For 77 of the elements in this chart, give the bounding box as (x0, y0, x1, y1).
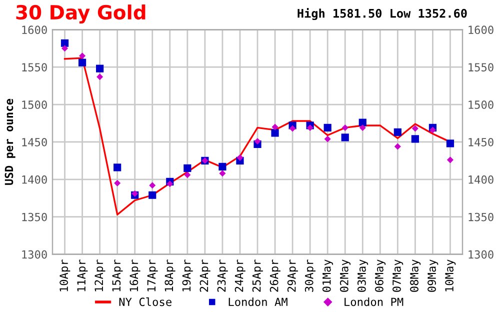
x-tick-label: 18Apr (164, 260, 176, 292)
y2-tick-label: 1400 (468, 175, 494, 184)
x-tick-label: 10May (445, 260, 456, 292)
point (271, 129, 279, 137)
x-tick-label: 26Apr (270, 260, 280, 292)
point (324, 124, 332, 132)
point (114, 180, 121, 186)
point (96, 64, 104, 72)
legend-label: NY Close (119, 297, 172, 306)
x-tick-label: 22Apr (200, 260, 210, 292)
point (79, 52, 86, 60)
legend-label: London AM (228, 297, 288, 306)
y-tick-label: 1550 (22, 63, 47, 72)
point (359, 124, 366, 131)
x-tick-label: 10Apr (60, 260, 70, 292)
x-tick-label: 03May (357, 260, 368, 292)
y-tick-label: 1600 (22, 26, 47, 34)
x-tick-label: 23Apr (217, 260, 228, 292)
x-tick-label: 19Apr (182, 260, 193, 292)
point (306, 124, 314, 131)
point (148, 191, 156, 199)
point (341, 134, 349, 142)
x-tick-label: 25Apr (252, 260, 263, 292)
y2-tick-label: 1600 (468, 26, 494, 34)
x-tick-label: 07May (392, 260, 404, 292)
point (272, 124, 278, 130)
x-tick-label: 08May (410, 260, 421, 292)
point (166, 180, 174, 188)
y2-tick-label: 1550 (468, 63, 494, 72)
point (411, 135, 419, 143)
x-tick-label: 17Apr (147, 260, 158, 292)
point (412, 125, 418, 132)
point (218, 162, 226, 170)
x-tick-label: 16Apr (130, 260, 140, 292)
point (394, 143, 401, 150)
point (254, 138, 261, 144)
y2-tick-label: 1300 (468, 250, 494, 259)
point (289, 125, 296, 132)
point (114, 164, 122, 172)
point (219, 170, 226, 177)
y-tick-label: 1500 (22, 100, 47, 109)
x-tick-label: 02May (340, 260, 351, 292)
x-tick-label: 06May (375, 260, 386, 292)
point (342, 124, 348, 131)
x-tick-label: 15Apr (112, 260, 123, 292)
y-tick-label: 1400 (22, 175, 47, 184)
y2-tick-label: 1350 (468, 212, 494, 222)
point (184, 164, 192, 172)
chart-subtitle: High 1581.50 Low 1352.60 (298, 8, 467, 20)
point (96, 74, 104, 80)
y-tick-label: 1300 (22, 250, 47, 259)
point (60, 39, 69, 47)
x-tick-label: 09May (428, 260, 438, 292)
point (78, 58, 86, 66)
point (149, 182, 156, 189)
x-tick-label: 01May (322, 260, 333, 292)
point (184, 172, 191, 178)
point (358, 118, 366, 126)
point (236, 154, 244, 161)
x-tick-label: 30Apr (304, 260, 316, 292)
point (446, 140, 454, 148)
y2-tick-label: 1500 (468, 100, 494, 109)
y-axis-title: USD per ounce (4, 98, 16, 185)
chart-title: 30 Day Gold (16, 4, 146, 24)
legend-label: London PM (344, 297, 404, 306)
y2-tick-label: 1450 (468, 138, 494, 146)
x-tick-label: 29Apr (287, 260, 298, 292)
x-tick-label: 12Apr (94, 260, 106, 292)
point (324, 136, 331, 142)
x-tick-label: 11Apr (77, 260, 88, 292)
y-tick-label: 1350 (22, 212, 47, 222)
point (429, 126, 436, 134)
y-tick-label: 1450 (22, 138, 47, 146)
point (446, 156, 454, 164)
x-tick-label: 24Apr (234, 260, 246, 292)
point (62, 45, 68, 52)
point (394, 128, 402, 136)
